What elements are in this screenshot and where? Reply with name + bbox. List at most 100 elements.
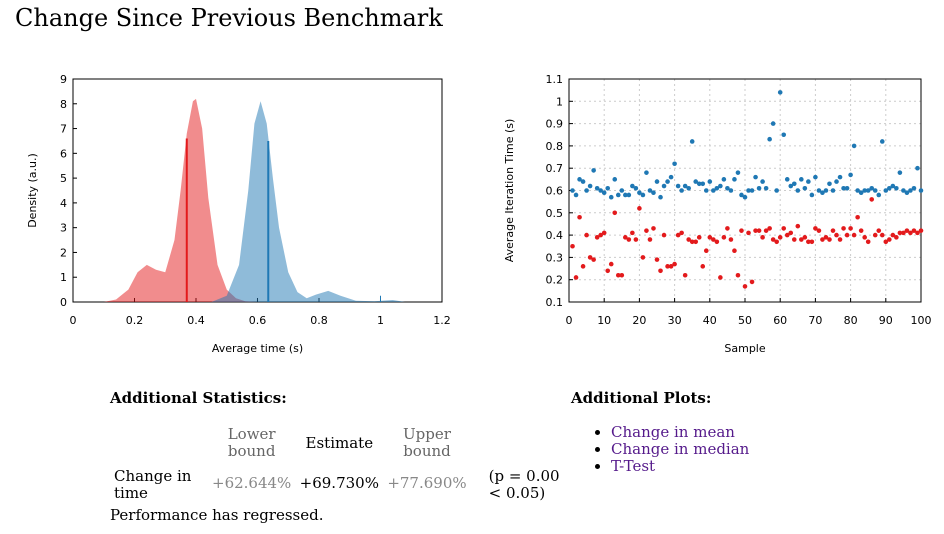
base-sample-point <box>598 232 603 238</box>
new-sample-point <box>848 172 853 178</box>
base-sample-point <box>587 255 593 260</box>
base-sample-point <box>806 239 811 245</box>
base-sample-point <box>767 226 772 231</box>
base-sample-point <box>735 272 741 278</box>
base-sample-point <box>686 237 691 242</box>
new-sample-point <box>890 183 896 189</box>
new-sample-point <box>682 183 688 189</box>
base-sample-point <box>802 235 808 240</box>
base-sample-point <box>584 232 589 238</box>
base-sample-point <box>894 235 899 240</box>
new-sample-point <box>788 183 794 189</box>
new-sample-point <box>696 181 702 187</box>
x-tick-label: 80 <box>844 314 858 327</box>
x-tick-label: 60 <box>773 314 787 327</box>
new-sample-point <box>908 188 913 193</box>
base-sample-point <box>809 239 815 245</box>
base-sample-point <box>823 235 829 240</box>
base-sample-point <box>679 230 684 236</box>
base-sample-point <box>696 235 702 240</box>
new-sample-point <box>587 183 593 189</box>
y-tick-label: 3 <box>60 222 67 235</box>
base-sample-point <box>837 237 843 242</box>
base-sample-point <box>799 237 804 242</box>
base-sample-point <box>781 226 787 231</box>
y-tick-label: 0.4 <box>546 229 564 242</box>
base-sample-point <box>577 214 582 220</box>
new-sample-point <box>714 185 720 191</box>
base-sample-point <box>644 228 649 233</box>
y-tick-label: 0.8 <box>546 140 564 153</box>
x-tick-label: 10 <box>597 314 611 327</box>
base-sample-point <box>626 237 632 242</box>
base-sample-point <box>890 232 896 238</box>
new-sample-point <box>869 185 875 191</box>
new-sample-point <box>802 185 808 191</box>
new-sample-point <box>651 190 656 196</box>
base-sample-point <box>865 239 871 245</box>
y-tick-label: 0.5 <box>546 207 564 220</box>
t-test-link[interactable]: T-Test <box>611 457 656 475</box>
y-tick-label: 0.6 <box>546 185 564 198</box>
change-in-median-link[interactable]: Change in median <box>611 440 750 458</box>
base-sample-point <box>827 237 832 242</box>
base-sample-point <box>915 230 920 236</box>
new-sample-point <box>820 190 825 196</box>
base-sample-point <box>654 257 660 262</box>
new-sample-point <box>876 192 882 198</box>
new-sample-point <box>770 121 776 126</box>
base-sample-point <box>661 232 667 238</box>
new-sample-point <box>626 192 632 198</box>
base-sample-point <box>693 239 699 245</box>
y-axis-label: Average Iteration Time (s) <box>503 119 516 263</box>
new-sample-point <box>577 177 582 182</box>
new-sample-point <box>809 192 815 198</box>
row-label: Change in time <box>114 467 192 502</box>
new-sample-point <box>619 188 625 193</box>
new-sample-point <box>834 179 839 184</box>
new-sample-point <box>591 168 596 173</box>
new-sample-point <box>756 185 762 191</box>
y-tick-label: 1 <box>60 271 67 284</box>
base-sample-point <box>725 226 730 231</box>
base-sample-point <box>834 232 839 238</box>
new-sample-point <box>675 183 681 189</box>
new-sample-point <box>707 179 713 184</box>
new-sample-point <box>827 181 832 187</box>
new-sample-point <box>728 188 734 193</box>
change-in-time-row: Change in time +62.644% +69.730% +77.690… <box>110 462 575 504</box>
x-tick-label: 100 <box>911 314 932 327</box>
base-sample-point <box>876 228 882 233</box>
new-sample-point <box>767 136 772 142</box>
new-sample-point <box>904 190 910 196</box>
base-sample-point <box>647 237 653 242</box>
base-density-area <box>103 98 258 302</box>
base-sample-point <box>612 210 618 216</box>
new-sample-point <box>598 188 603 193</box>
base-sample-point <box>855 214 860 220</box>
new-sample-point <box>742 194 748 200</box>
new-sample-point <box>753 174 758 180</box>
new-sample-point <box>823 188 829 193</box>
x-tick-label: 1.2 <box>433 314 451 327</box>
empty-header-cell <box>471 424 575 462</box>
y-tick-label: 0.9 <box>546 118 564 131</box>
new-sample-point <box>763 185 769 191</box>
list-item: Change in median <box>611 441 749 458</box>
x-tick-label: 70 <box>808 314 822 327</box>
base-sample-point <box>718 275 723 280</box>
base-sample-point <box>615 272 621 278</box>
base-sample-point <box>901 230 906 236</box>
base-sample-point <box>742 284 748 289</box>
lower-bound-header: Lower bound <box>227 425 276 460</box>
new-sample-point <box>686 185 691 191</box>
new-sample-point <box>693 179 699 184</box>
new-sample-point <box>630 183 635 189</box>
new-sample-point <box>760 179 765 184</box>
base-sample-point <box>668 264 674 269</box>
change-in-mean-link[interactable]: Change in mean <box>611 423 735 441</box>
y-tick-label: 1.1 <box>546 73 564 86</box>
base-sample-point <box>784 232 790 238</box>
verdict-text: Performance has regressed. <box>110 506 324 524</box>
new-sample-point <box>879 139 885 144</box>
